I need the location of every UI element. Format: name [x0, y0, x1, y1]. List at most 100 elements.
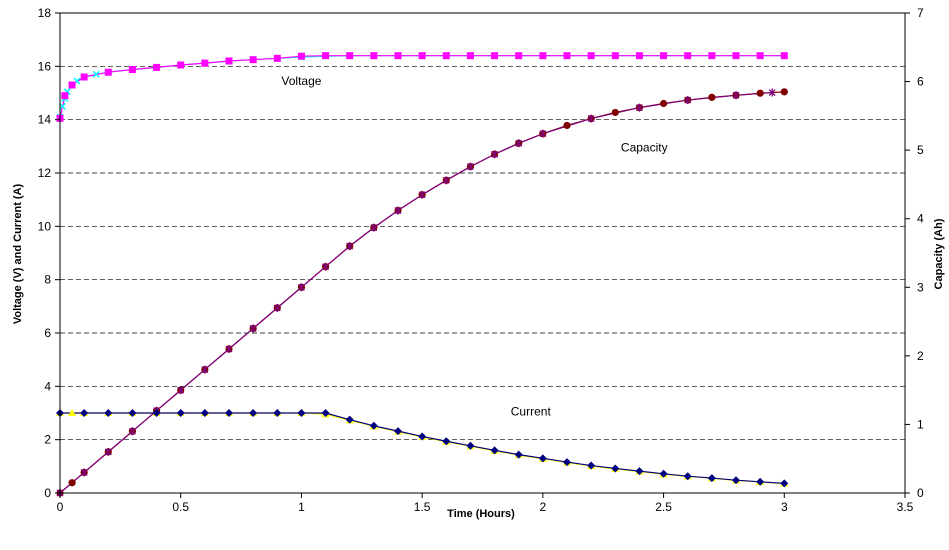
data-point — [780, 479, 789, 488]
y2-axis-title: Capacity (Ah) — [933, 218, 945, 289]
data-point — [418, 190, 426, 199]
data-point — [466, 162, 474, 171]
data-point — [659, 99, 668, 108]
data-point — [225, 345, 233, 353]
data-point — [538, 454, 547, 463]
y-tick-label: 6 — [44, 326, 51, 340]
data-point — [104, 409, 113, 417]
x-tick-label: 3.5 — [897, 500, 914, 514]
data-point — [128, 409, 137, 417]
data-point — [153, 63, 161, 71]
x-tick-label: 1 — [298, 500, 305, 514]
data-point — [635, 103, 643, 112]
data-point — [321, 409, 330, 417]
y-axis-title: Voltage (V) and Current (A) — [12, 183, 24, 324]
y-tick-label: 16 — [38, 59, 52, 73]
data-point — [490, 446, 499, 455]
y-tick-label: 12 — [38, 166, 52, 180]
y2-tick-label: 7 — [917, 6, 924, 20]
data-point — [768, 88, 776, 97]
annotation-capacity: Capacity — [621, 141, 668, 155]
y-tick-label: 4 — [44, 379, 51, 393]
y2-tick-label: 5 — [917, 143, 924, 157]
data-point — [201, 59, 209, 67]
data-point — [732, 476, 740, 485]
data-point — [683, 472, 692, 481]
data-point — [370, 223, 378, 232]
data-point — [491, 52, 499, 60]
data-point — [659, 469, 668, 478]
data-point — [345, 415, 354, 424]
annotations: Voltage Capacity Current — [281, 74, 667, 419]
y2-tick-label: 1 — [917, 417, 924, 431]
data-point — [708, 93, 716, 101]
series-line-5 — [60, 412, 785, 484]
gridlines — [60, 65, 905, 441]
data-point — [346, 52, 354, 60]
data-point — [732, 91, 740, 100]
data-point — [684, 52, 692, 60]
x-tick-label: 2.5 — [655, 500, 672, 514]
y-tick-label: 18 — [38, 6, 52, 20]
series-line-4 — [60, 412, 785, 485]
data-point — [539, 129, 547, 138]
data-point — [369, 421, 378, 430]
y-tick-label: 8 — [44, 273, 51, 287]
plot-frame — [59, 12, 906, 494]
data-point — [177, 61, 185, 69]
y2-tick-label: 4 — [917, 212, 924, 226]
data-point — [587, 461, 596, 470]
data-point — [273, 303, 281, 312]
data-point — [225, 409, 233, 417]
data-point — [92, 70, 100, 78]
data-point — [394, 52, 402, 60]
annotation-current: Current — [511, 405, 552, 419]
data-point — [515, 52, 523, 60]
y-tick-label: 0 — [44, 486, 51, 500]
y-tick-label: 2 — [44, 433, 51, 447]
data-point — [442, 176, 450, 185]
y-tick-label: 10 — [38, 219, 52, 233]
y2-tick-label: 0 — [917, 486, 924, 500]
data-point — [152, 409, 161, 417]
data-point — [732, 52, 740, 60]
series-line-0 — [59, 55, 785, 118]
data-point — [80, 409, 89, 417]
data-point — [249, 56, 257, 64]
x-tick-label: 0 — [57, 500, 64, 514]
data-point — [225, 57, 233, 65]
data-point — [587, 52, 595, 60]
data-point — [394, 206, 402, 215]
data-point — [297, 283, 305, 292]
y-tick-label: 14 — [38, 113, 52, 127]
data-point — [201, 365, 209, 374]
y2-tick-label: 2 — [917, 349, 924, 363]
data-point — [322, 262, 330, 271]
data-point — [68, 479, 76, 487]
x-tick-label: 2 — [540, 500, 547, 514]
data-point — [611, 52, 619, 60]
data-point — [587, 114, 595, 123]
data-point — [177, 386, 185, 395]
data-point — [563, 458, 571, 467]
x-tick-label: 0.5 — [172, 500, 189, 514]
data-point — [418, 52, 426, 60]
y2-tick-label: 3 — [917, 280, 924, 294]
data-point — [756, 477, 765, 486]
x-tick-label: 1.5 — [414, 500, 431, 514]
series-marks — [56, 52, 789, 497]
data-point — [346, 242, 354, 251]
data-point — [394, 427, 402, 436]
series-lines — [59, 55, 785, 494]
data-point — [442, 437, 451, 446]
data-point — [635, 52, 643, 60]
data-point — [297, 52, 305, 60]
data-point — [635, 467, 644, 476]
data-point — [61, 92, 69, 100]
data-point — [514, 450, 523, 459]
data-point — [249, 409, 258, 417]
data-point — [370, 52, 378, 60]
data-point — [780, 52, 788, 60]
x-axis-title: Time (Hours) — [447, 508, 515, 520]
